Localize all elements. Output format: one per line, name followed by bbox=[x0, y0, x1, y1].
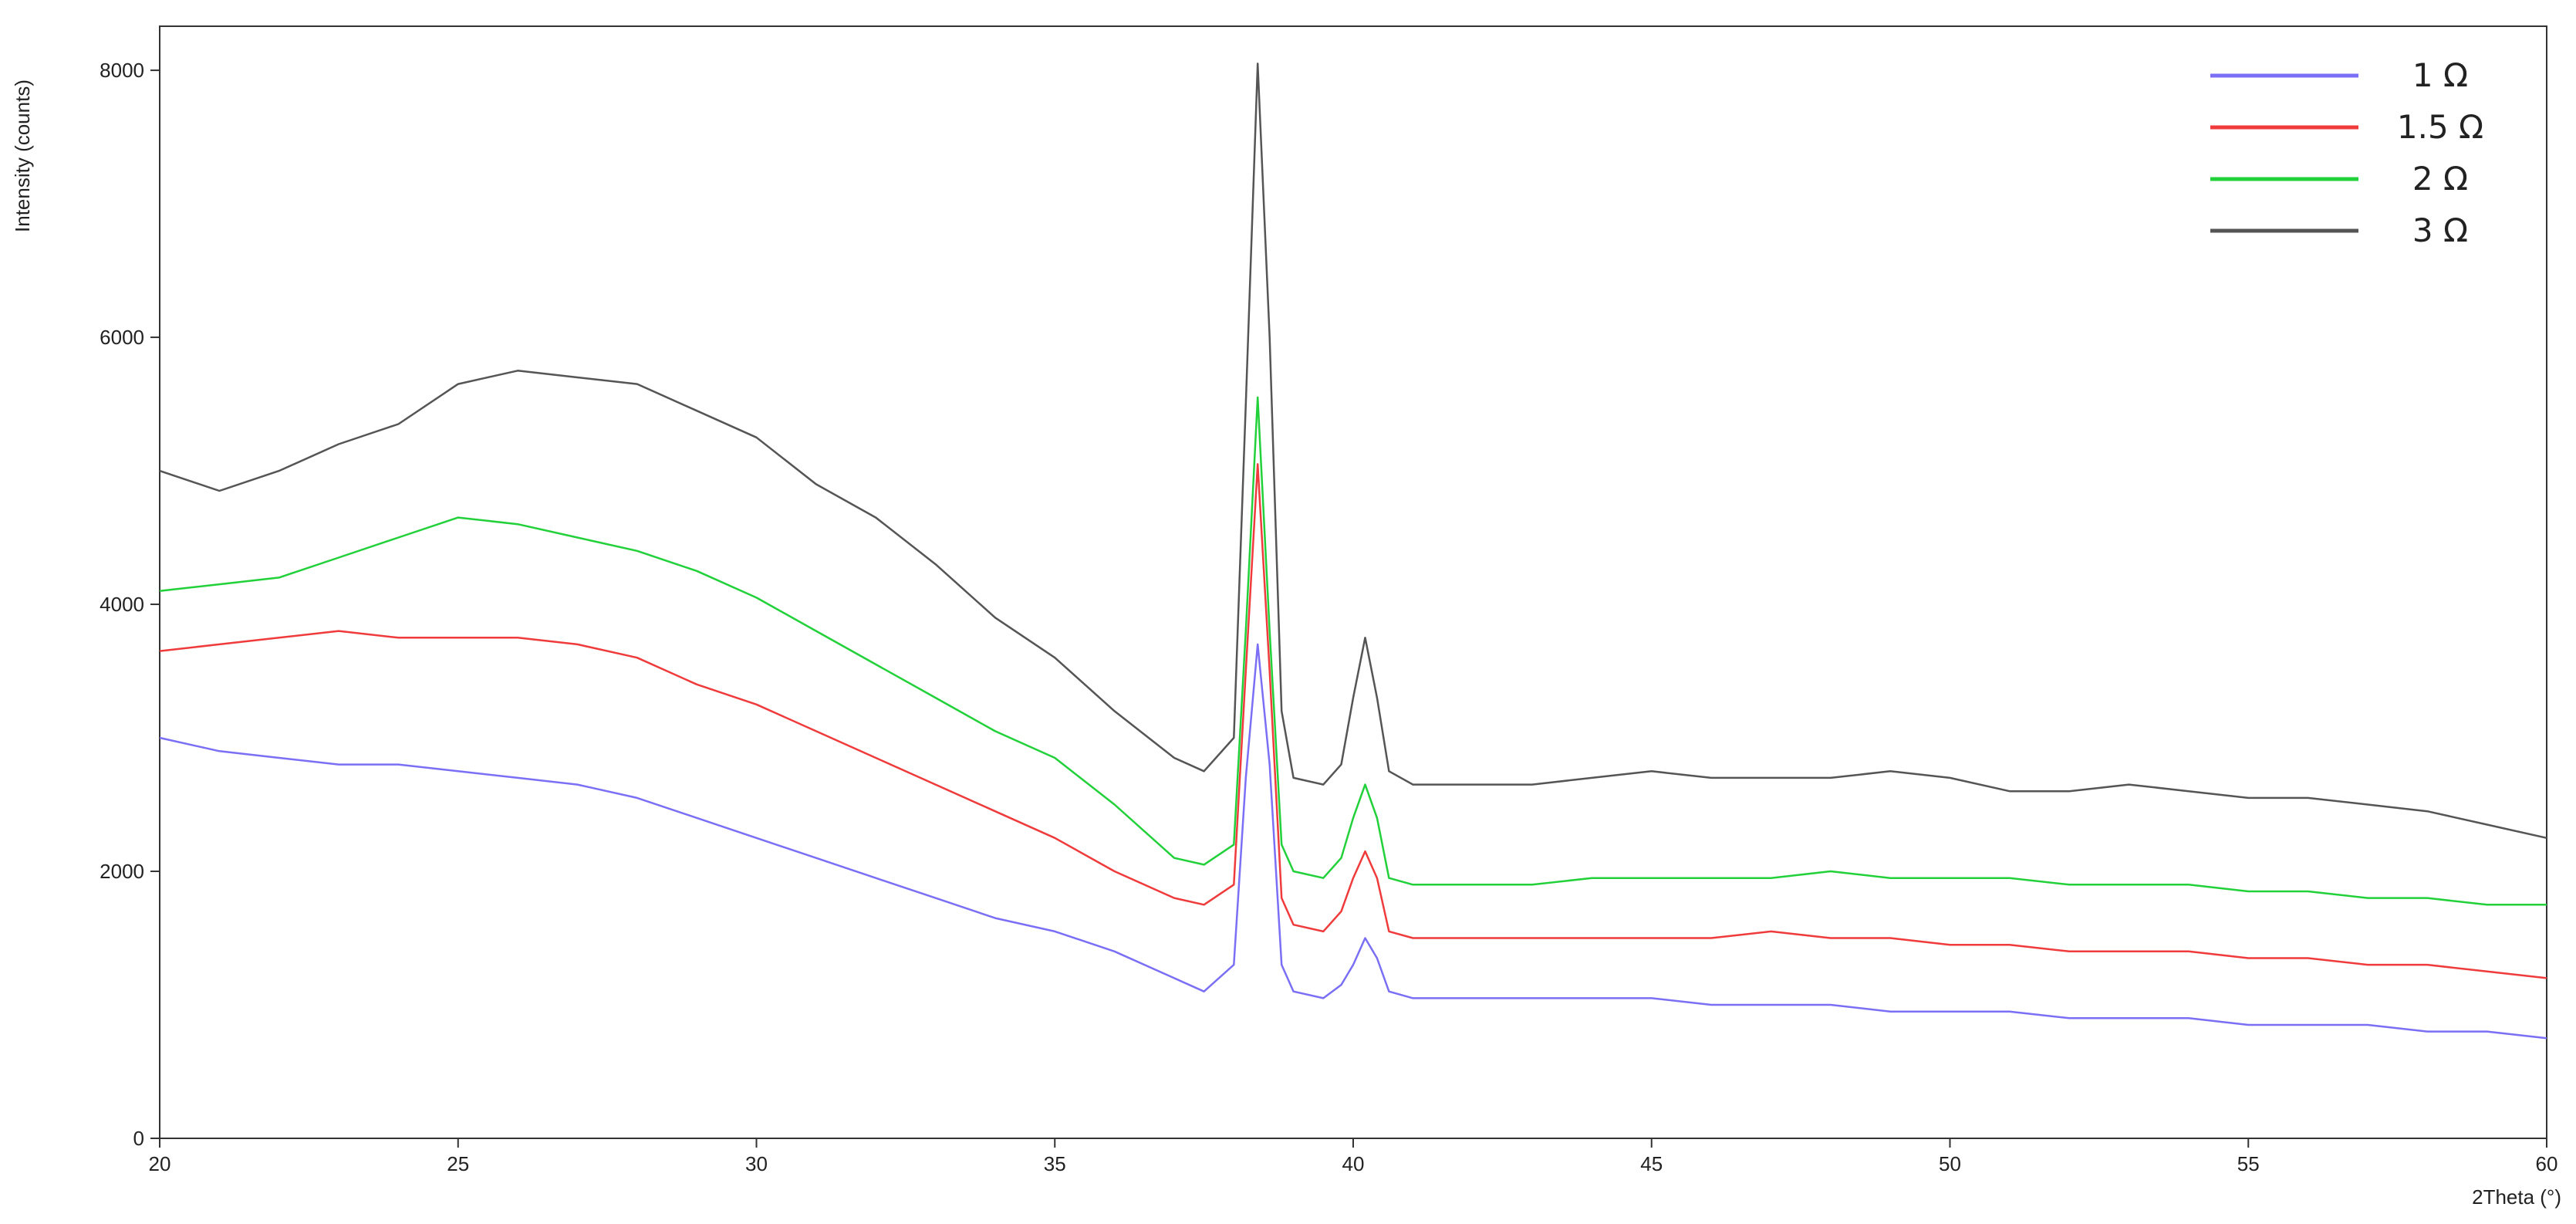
series-line bbox=[159, 396, 2547, 906]
series-line bbox=[159, 643, 2547, 1040]
series-line bbox=[159, 463, 2547, 979]
y-axis-label: Intensity (counts) bbox=[11, 79, 34, 232]
series-line bbox=[159, 63, 2547, 840]
x-tick-label: 50 bbox=[1939, 1152, 1961, 1175]
x-tick-label: 35 bbox=[1044, 1152, 1066, 1175]
legend-label: 1 Ω bbox=[2412, 56, 2468, 94]
x-tick-label: 55 bbox=[2237, 1152, 2260, 1175]
legend-label: 1.5 Ω bbox=[2397, 108, 2483, 146]
x-tick-label: 60 bbox=[2536, 1152, 2558, 1175]
x-axis-label: 2Theta (°) bbox=[2472, 1185, 2561, 1209]
y-tick-label: 0 bbox=[133, 1127, 144, 1150]
legend-label: 2 Ω bbox=[2412, 160, 2468, 198]
y-tick-label: 8000 bbox=[100, 59, 144, 82]
x-tick-label: 20 bbox=[149, 1152, 171, 1175]
x-tick-label: 25 bbox=[447, 1152, 469, 1175]
y-tick-label: 4000 bbox=[100, 593, 144, 616]
y-tick-label: 6000 bbox=[100, 326, 144, 349]
x-tick-label: 40 bbox=[1342, 1152, 1365, 1175]
x-tick-label: 45 bbox=[1640, 1152, 1663, 1175]
plot-frame bbox=[159, 25, 2547, 1139]
x-tick-label: 30 bbox=[745, 1152, 768, 1175]
legend-label: 3 Ω bbox=[2412, 211, 2468, 249]
y-tick-label: 2000 bbox=[100, 860, 144, 883]
